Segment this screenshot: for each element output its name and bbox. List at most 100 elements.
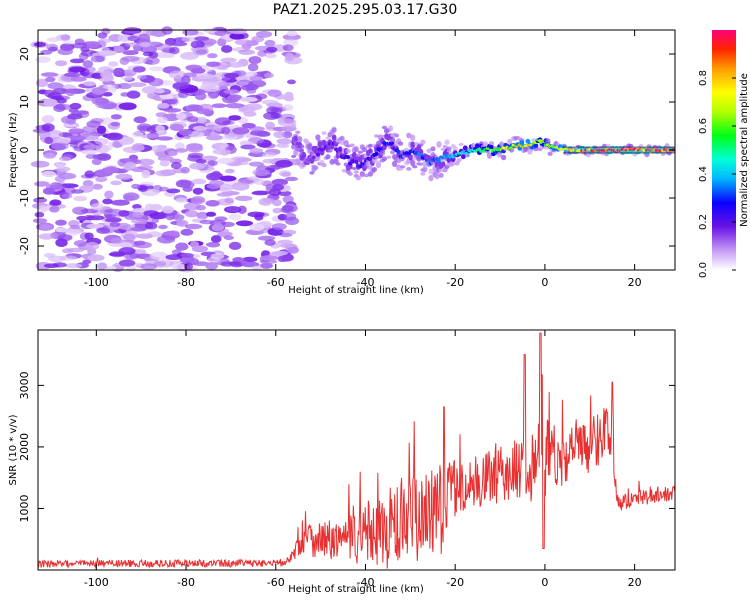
- signal-halo-cell: [355, 175, 361, 181]
- noise-cell: [205, 211, 217, 217]
- signal-core-cell: [436, 159, 442, 164]
- noise-cell: [83, 81, 96, 87]
- noise-cell: [199, 219, 214, 225]
- noise-cell: [249, 148, 264, 154]
- noise-cell: [170, 263, 187, 270]
- noise-cell: [240, 144, 256, 150]
- noise-cell: [63, 72, 82, 78]
- noise-cell: [209, 92, 219, 99]
- signal-halo-cell: [422, 161, 428, 167]
- noise-cell: [287, 79, 296, 85]
- signal-halo-cell: [446, 146, 452, 151]
- noise-cell: [44, 136, 54, 144]
- noise-cell: [47, 82, 64, 90]
- signal-halo-cell: [325, 154, 331, 160]
- signal-mid-cell: [489, 145, 494, 150]
- noise-cell: [61, 193, 73, 199]
- noise-cell: [205, 134, 224, 141]
- spectrogram-x-ticks: -100 -80 -60 -40 -20 0 20: [84, 30, 642, 289]
- noise-cell: [190, 196, 206, 205]
- noise-cell: [34, 181, 50, 187]
- snr-y-axis-label: SNR (10 * v/v): [8, 414, 19, 485]
- x-tick-label: 20: [628, 276, 642, 289]
- noise-cell: [166, 230, 180, 237]
- noise-cell: [283, 38, 299, 47]
- noise-cell: [133, 116, 147, 124]
- noise-cell: [91, 87, 106, 96]
- noise-cell: [111, 199, 130, 206]
- signal-halo-cell: [339, 139, 345, 146]
- noise-cell: [191, 178, 207, 185]
- noise-cell: [214, 30, 227, 36]
- noise-cell: [228, 261, 242, 266]
- x-tick-label: -80: [177, 576, 195, 589]
- signal-halo-cell: [458, 142, 464, 146]
- noise-cell: [224, 72, 240, 79]
- noise-cell: [131, 131, 144, 138]
- noise-cell: [275, 160, 293, 168]
- signal-mid-cell: [519, 140, 525, 146]
- signal-mid-cell: [460, 154, 466, 160]
- noise-cell: [82, 259, 92, 265]
- noise-cell: [261, 152, 277, 158]
- noise-cell: [223, 89, 240, 95]
- noise-cell: [123, 233, 136, 242]
- noise-cell: [232, 127, 250, 135]
- noise-cell: [165, 212, 175, 221]
- noise-cell: [149, 204, 163, 211]
- noise-cell: [122, 146, 141, 153]
- noise-cell: [168, 151, 178, 156]
- signal-halo-cell: [442, 145, 448, 149]
- spectrogram-x-axis-label: Height of straight line (km): [288, 285, 424, 296]
- signal-halo-cell: [295, 158, 301, 164]
- noise-cell: [195, 49, 208, 55]
- noise-cell: [175, 148, 188, 153]
- signal-halo-cell: [394, 133, 400, 138]
- signal-halo-cell: [347, 172, 353, 176]
- noise-cell: [259, 262, 273, 269]
- noise-cell: [219, 175, 237, 182]
- colorbar-tick-label: 0.8: [698, 70, 709, 86]
- noise-cell: [49, 199, 62, 206]
- signal-halo-cell: [353, 146, 359, 153]
- noise-cell: [277, 255, 288, 262]
- signal-halo-cell: [325, 136, 331, 140]
- colorbar-tick-label: 0.0: [698, 262, 709, 278]
- noise-cell: [258, 197, 273, 206]
- noise-cell: [114, 229, 127, 234]
- signal-core-cell: [346, 155, 351, 160]
- noise-cell: [86, 215, 105, 221]
- noise-cell: [84, 170, 95, 178]
- signal-halo-cell: [488, 141, 495, 146]
- noise-cell: [169, 123, 184, 131]
- noise-cell: [285, 176, 298, 182]
- x-tick-label: 0: [541, 276, 548, 289]
- noise-cell: [176, 113, 187, 120]
- noise-cell: [41, 170, 56, 178]
- signal-mid-cell: [408, 154, 414, 161]
- noise-cell: [55, 219, 67, 226]
- noise-cell: [259, 255, 278, 261]
- noise-cell: [86, 223, 104, 229]
- noise-cell: [82, 66, 96, 73]
- signal-halo-cell: [295, 130, 301, 134]
- snr-panel: -100 -80 -60 -40 -20 0 20 1000 2000 3000 Height …: [8, 329, 676, 595]
- signal-halo-cell: [367, 143, 373, 148]
- noise-cell: [127, 35, 140, 42]
- noise-cell: [104, 217, 122, 223]
- signal-halo-cell: [309, 171, 315, 175]
- noise-cell: [205, 200, 220, 207]
- signal-halo-cell: [398, 141, 404, 146]
- noise-cell: [255, 30, 273, 38]
- noise-cell: [34, 211, 45, 218]
- noise-cell: [229, 62, 244, 68]
- noise-cell: [282, 104, 294, 111]
- noise-cell: [92, 153, 109, 160]
- noise-cell: [137, 74, 147, 80]
- noise-cell: [102, 166, 120, 174]
- noise-cell: [161, 205, 174, 214]
- noise-cell: [280, 172, 292, 177]
- noise-cell: [62, 123, 79, 128]
- noise-cell: [33, 42, 47, 47]
- signal-halo-cell: [486, 152, 493, 159]
